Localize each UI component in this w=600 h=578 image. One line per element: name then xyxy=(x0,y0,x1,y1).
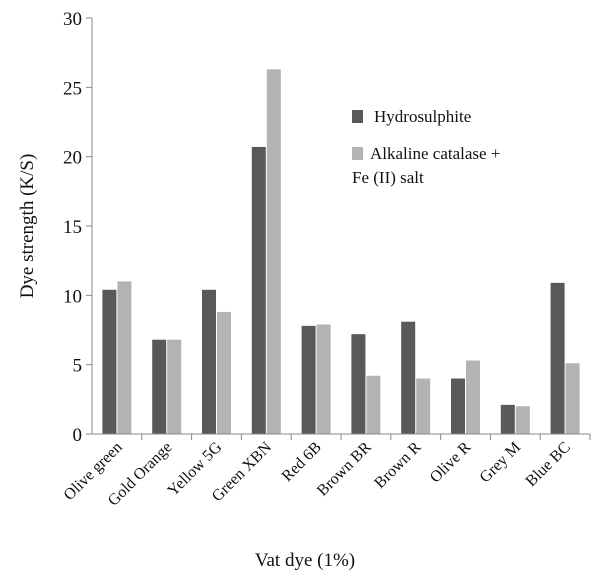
bar-hydrosulphite-olive-r xyxy=(451,378,465,434)
x-category-label: Olive R xyxy=(427,439,475,487)
y-axis-ticks: 0 5 10 15 20 25 30 xyxy=(63,9,92,446)
bar-hydrosulphite-green-xbn xyxy=(251,146,266,434)
y-tick-label: 30 xyxy=(63,9,82,30)
bar-alkaline-catalase-olive-green xyxy=(117,281,132,434)
bars xyxy=(102,69,580,434)
x-axis-title: Vat dye (1%) xyxy=(255,550,355,571)
y-tick-label: 5 xyxy=(73,356,83,377)
bar-hydrosulphite-red-6b xyxy=(301,325,316,434)
bar-hydrosulphite-olive-green xyxy=(102,289,117,434)
bar-alkaline-catalase-green-xbn xyxy=(266,69,281,434)
x-category-label: Blue BC xyxy=(523,439,574,490)
y-tick-label: 10 xyxy=(63,286,82,307)
x-category-label: Brown R xyxy=(371,439,424,492)
bar-hydrosulphite-brown-r xyxy=(401,321,416,434)
x-category-label: Brown BR xyxy=(314,439,375,500)
y-tick-label: 20 xyxy=(63,148,82,169)
legend-label-alkaline-catalase-line2: Fe (II) salt xyxy=(352,168,424,187)
bar-alkaline-catalase-blue-bc xyxy=(565,363,580,434)
x-axis-ticks xyxy=(141,434,591,440)
y-tick-label: 25 xyxy=(63,78,82,99)
bar-alkaline-catalase-olive-r xyxy=(466,360,480,434)
bar-hydrosulphite-grey-m xyxy=(500,404,515,434)
bar-hydrosulphite-blue-bc xyxy=(550,282,565,434)
bar-alkaline-catalase-brown-br xyxy=(366,375,381,434)
bar-alkaline-catalase-gold-orange xyxy=(167,339,182,434)
legend: Hydrosulphite Alkaline catalase + Fe (II… xyxy=(352,107,500,187)
x-category-label: Grey M xyxy=(477,439,525,487)
bar-hydrosulphite-gold-orange xyxy=(152,339,167,434)
legend-label-alkaline-catalase-line1: Alkaline catalase + xyxy=(370,144,500,163)
bar-hydrosulphite-yellow-5g xyxy=(202,289,216,434)
bar-alkaline-catalase-brown-r xyxy=(416,378,431,434)
y-axis-title: Dye strength (K/S) xyxy=(17,154,38,299)
bar-alkaline-catalase-yellow-5g xyxy=(217,311,231,434)
bar-alkaline-catalase-red-6b xyxy=(316,324,331,434)
legend-label-hydrosulphite: Hydrosulphite xyxy=(374,107,471,126)
bar-alkaline-catalase-grey-m xyxy=(515,406,530,434)
bar-hydrosulphite-brown-br xyxy=(351,334,366,434)
y-tick-label: 0 xyxy=(73,425,83,446)
x-category-label: Red 6B xyxy=(279,439,325,485)
legend-swatch-hydrosulphite xyxy=(352,110,363,123)
legend-swatch-alkaline-catalase xyxy=(352,147,363,160)
y-tick-label: 15 xyxy=(63,217,82,238)
